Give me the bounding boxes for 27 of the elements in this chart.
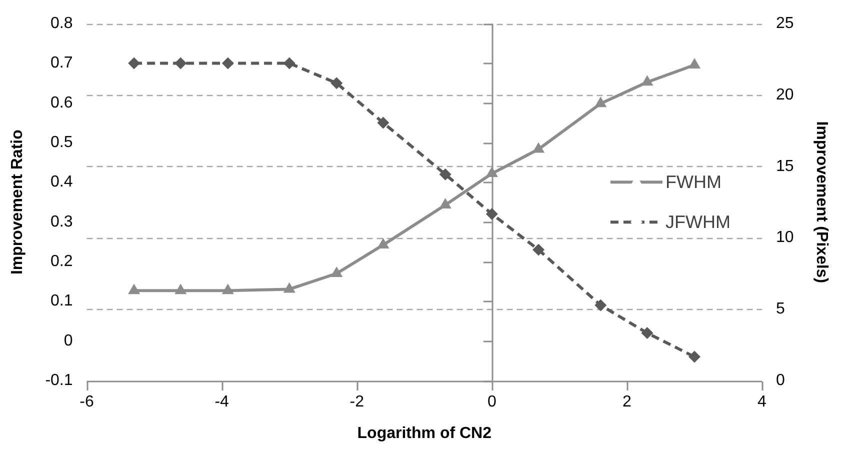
legend-label: FWHM [665, 172, 722, 192]
y-tick-label: 0.3 [50, 213, 73, 230]
y2-axis-title: Improvement (Pixels) [812, 121, 830, 284]
x-tick-label: -2 [350, 394, 364, 411]
y2-tick-label: 20 [776, 86, 794, 104]
legend-label: JFWHM [665, 212, 730, 232]
x-tick-label: -6 [80, 394, 94, 411]
x-axis-title: Logarithm of CN2 [357, 424, 492, 442]
y2-tick-label: 10 [776, 229, 794, 246]
y-tick-label: 0.4 [50, 174, 73, 191]
y2-tick-label: 25 [776, 15, 794, 32]
y-tick-label: 0.6 [50, 94, 73, 112]
y2-tick-label: 5 [776, 300, 786, 318]
x-tick-label: -4 [214, 394, 230, 411]
y-axis-title: Improvement Ratio [9, 129, 26, 275]
y-tick-label: 0.2 [50, 253, 73, 270]
y2-tick-label: 0 [776, 372, 786, 390]
y-tick-label: 0 [64, 332, 73, 350]
y2-tick-label: 15 [776, 158, 794, 175]
x-tick-label: 2 [622, 394, 632, 411]
y-tick-label: 0.7 [50, 54, 73, 72]
y-tick-label: 0.5 [50, 134, 73, 152]
y-tick-label: 0.8 [50, 15, 73, 32]
y-tick-label: -0.1 [45, 372, 73, 390]
x-tick-label: 0 [487, 394, 496, 411]
y-tick-label: 0.1 [50, 292, 73, 310]
x-tick-label: 4 [758, 394, 767, 411]
